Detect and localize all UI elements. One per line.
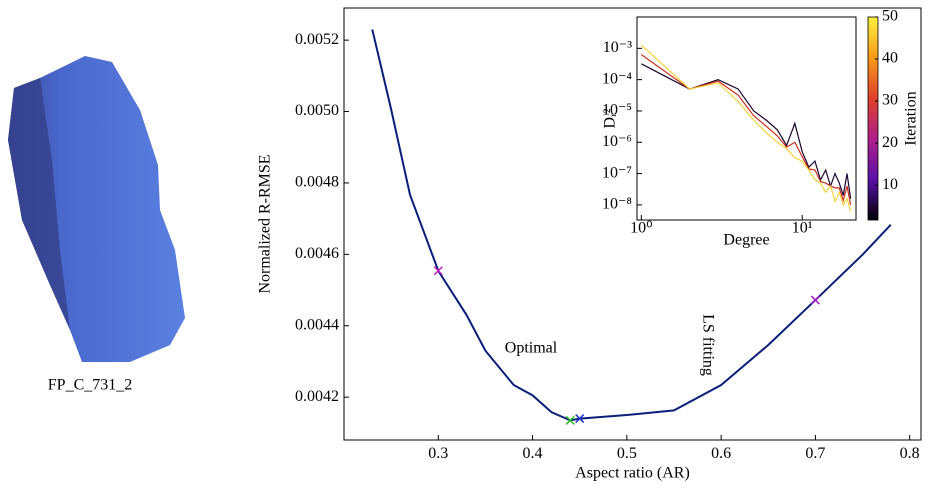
data-line bbox=[640, 54, 852, 206]
y-tick-label: 10⁻⁷ bbox=[602, 164, 632, 181]
marker bbox=[810, 295, 820, 305]
x-axis-label: Degree bbox=[723, 232, 769, 249]
x-tick-label: 0.8 bbox=[900, 445, 920, 462]
data-line bbox=[640, 44, 852, 212]
y-axis-label: Dᵣ² bbox=[602, 108, 619, 128]
marker bbox=[565, 415, 575, 425]
y-tick-label: 0.0042 bbox=[295, 388, 339, 405]
rock-shadow bbox=[8, 78, 70, 330]
marker bbox=[433, 266, 443, 276]
x-tick-label: 0.7 bbox=[805, 445, 825, 462]
x-tick-label: 0.6 bbox=[711, 445, 731, 462]
colorbar-tick-label: 30 bbox=[882, 92, 898, 109]
x-tick-label: 0.5 bbox=[617, 445, 637, 462]
y-tick-label: 0.0046 bbox=[295, 245, 339, 262]
x-tick-label: 10¹ bbox=[792, 220, 813, 237]
caption: FP_C_731_2 bbox=[48, 377, 132, 394]
x-tick-label: 0.4 bbox=[523, 445, 543, 462]
x-axis-label: Aspect ratio (AR) bbox=[575, 464, 690, 481]
y-tick-label: 10⁻⁸ bbox=[602, 196, 632, 213]
y-tick-label: 10⁻⁶ bbox=[602, 133, 632, 150]
x-tick-label: 0.3 bbox=[428, 445, 448, 462]
colorbar-tick-label: 50 bbox=[882, 8, 898, 25]
colorbar-label: Iteration bbox=[903, 91, 920, 145]
data-line bbox=[641, 63, 852, 199]
y-tick-label: 10⁻³ bbox=[603, 39, 632, 56]
data-line bbox=[371, 29, 892, 422]
colorbar bbox=[867, 16, 879, 221]
y-tick-label: 0.0048 bbox=[295, 174, 339, 191]
colorbar-tick-label: 40 bbox=[882, 50, 898, 67]
y-tick-label: 0.0050 bbox=[295, 102, 339, 119]
y-axis-label: Normalized R-RMSE bbox=[257, 154, 274, 293]
annotation: Optimal bbox=[505, 340, 558, 357]
marker bbox=[575, 414, 585, 424]
plot-frame bbox=[636, 16, 857, 221]
y-tick-label: 0.0044 bbox=[295, 316, 339, 333]
annotation: LS fitting bbox=[699, 314, 716, 376]
y-tick-label: 10⁻⁵ bbox=[602, 102, 632, 119]
x-tick-label: 10⁰ bbox=[630, 220, 652, 237]
colorbar-tick-label: 20 bbox=[882, 134, 898, 151]
y-tick-label: 10⁻⁴ bbox=[602, 70, 632, 87]
colorbar-tick-label: 10 bbox=[882, 176, 898, 193]
y-tick-label: 0.0052 bbox=[295, 31, 339, 48]
